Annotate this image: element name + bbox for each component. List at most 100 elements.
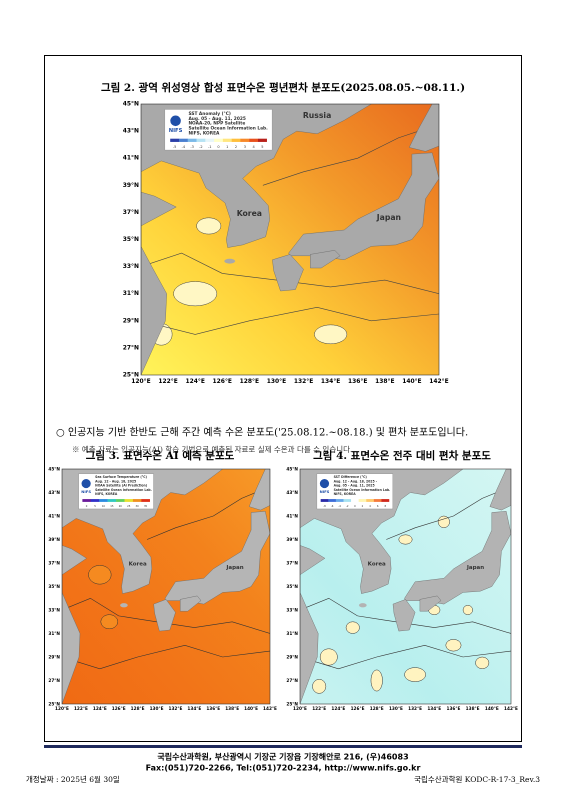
land (153, 599, 176, 632)
colorbar-segment (196, 138, 206, 142)
longitude-label: 120°E (293, 706, 307, 712)
land (224, 258, 236, 264)
footer-address: 국립수산과학원, 부산광역시 기장군 기장읍 기장해안로 216, (우)460… (157, 752, 408, 762)
land (404, 511, 511, 605)
colorbar-segment (99, 499, 108, 502)
land (120, 603, 128, 608)
colorbar-segment (240, 138, 250, 142)
anomaly-patch (445, 639, 462, 652)
land (288, 152, 439, 261)
legend-text: NIFS, KOREA (188, 130, 220, 136)
footer-bar (44, 745, 522, 748)
anomaly-patch (88, 565, 112, 585)
logo-icon (170, 115, 181, 127)
longitude-label: 136°E (348, 378, 367, 385)
longitude-label: 130°E (389, 706, 403, 712)
contour-line (62, 597, 270, 634)
legend-text: Sea Surface Temperature (°C) (95, 475, 147, 479)
land (310, 250, 341, 269)
colorbar-label: -2 (346, 504, 349, 508)
place-label: Korea (368, 562, 386, 568)
colorbar-label: -1 (208, 145, 212, 149)
latitude-label: 45°N (286, 467, 298, 473)
longitude-label: 140°E (402, 378, 421, 385)
colorbar-segment (116, 499, 125, 502)
contour-line (300, 597, 511, 634)
colorbar-segment (187, 138, 197, 142)
colorbar-label: 25 (127, 504, 131, 508)
legend-text: NIFS, KOREA (95, 492, 118, 496)
colorbar-label: 1 (226, 145, 228, 149)
land (141, 104, 372, 375)
colorbar-segment (257, 138, 267, 142)
colorbar-segment (231, 138, 241, 142)
colorbar-label: 35 (144, 504, 148, 508)
colorbar-segment (335, 499, 344, 502)
latitude-label: 43°N (286, 490, 298, 496)
latitude-label: 45°N (123, 101, 139, 108)
latitude-label: 45°N (48, 467, 60, 473)
latitude-label: 25°N (48, 702, 60, 708)
longitude-label: 136°E (447, 706, 461, 712)
colorbar-segment (170, 138, 180, 142)
land (300, 469, 464, 704)
figure-caption: 그림 2. 광역 위성영상 합성 표면수온 평년편차 분포도(2025.08.0… (101, 81, 465, 94)
longitude-label: 138°E (225, 706, 239, 712)
footer-contact: Fax:(051)720-2266, Tel:(051)720-2234, ht… (146, 764, 421, 773)
colorbar-label: 30 (136, 504, 140, 508)
longitude-label: 126°E (112, 706, 126, 712)
latitude-label: 39°N (48, 537, 60, 543)
colorbar-label: 0 (86, 504, 88, 508)
legend-text: SST Difference (°C) (334, 475, 368, 479)
anomaly-patch (475, 656, 490, 669)
colorbar-label: -8 (323, 504, 326, 508)
colorbar-label: 4 (252, 145, 255, 149)
longitude-label: 130°E (267, 378, 286, 385)
land (358, 603, 367, 608)
land (62, 469, 224, 704)
longitude-label: 140°E (244, 706, 258, 712)
colorbar-segment (178, 138, 188, 142)
colorbar-label: 2 (362, 504, 364, 508)
map-plot (141, 104, 439, 375)
longitude-label: 134°E (427, 706, 441, 712)
colorbar-label: 0 (354, 504, 356, 508)
colorbar-segment (132, 499, 142, 502)
place-label: Japan (376, 213, 401, 222)
longitude-label: 138°E (466, 706, 480, 712)
colorbar-segment (343, 499, 352, 502)
latitude-label: 43°N (123, 128, 139, 135)
figure-caption: 그림 4. 표면수온 전주 대비 편차 분포도 (313, 449, 491, 462)
latitude-label: 25°N (123, 372, 139, 379)
anomaly-patch (100, 614, 119, 630)
colorbar-segment (358, 499, 367, 502)
latitude-label: 31°N (286, 631, 298, 637)
logo-text: NIFS (320, 490, 330, 494)
colorbar-label: -4 (338, 504, 341, 508)
contour-line (300, 644, 511, 670)
place-label: Japan (466, 565, 484, 571)
latitude-label: 29°N (286, 655, 298, 661)
land (164, 511, 270, 605)
latitude-label: 33°N (286, 608, 298, 614)
anomaly-patch (173, 281, 218, 307)
colorbar-label: 3 (244, 145, 246, 149)
colorbar-label: 5 (94, 504, 96, 508)
land (489, 469, 511, 511)
latitude-label: 35°N (123, 236, 139, 243)
contour-line (141, 306, 439, 335)
land (179, 595, 202, 612)
longitude-label: 128°E (370, 706, 384, 712)
colorbar-segment (249, 138, 259, 142)
anomaly-patch (314, 324, 348, 345)
logo-text: NIFS (81, 490, 91, 494)
latitude-label: 27°N (48, 678, 60, 684)
latitude-label: 43°N (48, 490, 60, 496)
contour-line (62, 644, 270, 670)
legend-text: Aug. 05 - Aug. 11, 2025 (334, 484, 375, 488)
colorbar-segment (82, 499, 92, 502)
longitude-label: 134°E (187, 706, 201, 712)
longitude-label: 128°E (240, 378, 259, 385)
longitude-label: 142°E (263, 706, 277, 712)
